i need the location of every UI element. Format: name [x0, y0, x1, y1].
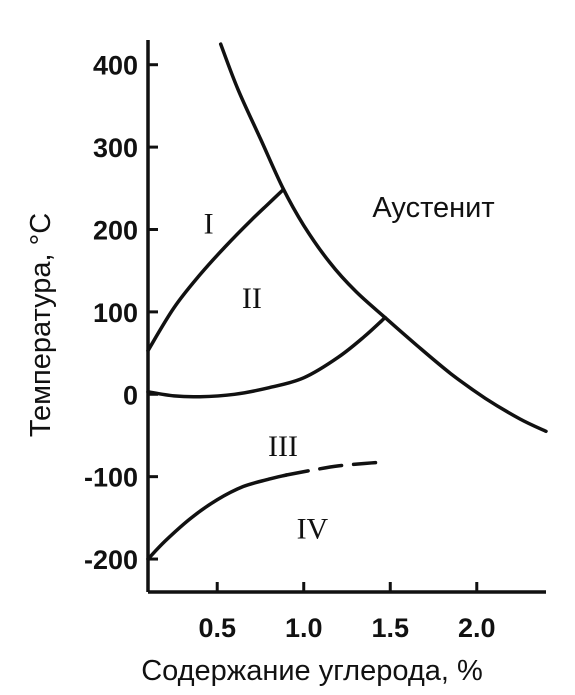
curve-boundary-II-III [146, 315, 387, 399]
y-tick-label: 400 [93, 51, 138, 81]
annotation-label: Аустенит [372, 192, 494, 224]
x-tick-label: 0.5 [198, 613, 236, 643]
x-tick-label: 1.5 [371, 613, 409, 643]
y-tick-label: -200 [84, 545, 138, 575]
region-label: IV [297, 512, 329, 545]
region-label: III [268, 430, 298, 463]
curve-boundary-III-IV [146, 473, 289, 561]
region-label: I [204, 208, 214, 241]
ticks: 0.5 1.0 1.5 2.0 400 300 200 100 0 -100 -200 [84, 51, 496, 643]
y-tick-label: 200 [93, 215, 138, 245]
y-tick-label: 0 [123, 380, 138, 410]
region-label: II [242, 282, 262, 315]
x-tick-label: 2.0 [458, 613, 496, 643]
curves [146, 42, 548, 561]
y-tick-label: 100 [93, 298, 138, 328]
curve-austenite-boundary [218, 42, 548, 434]
x-tick-label: 1.0 [285, 613, 323, 643]
y-axis-title: Температура, °C [25, 213, 57, 437]
curve-boundary-III-IV-dashed [284, 460, 389, 477]
curve-boundary-I-II [146, 188, 285, 353]
y-tick-label: 300 [93, 133, 138, 163]
y-tick-label: -100 [84, 463, 138, 493]
axes [146, 40, 546, 594]
x-axis-title: Содержание углерода, % [141, 655, 483, 687]
